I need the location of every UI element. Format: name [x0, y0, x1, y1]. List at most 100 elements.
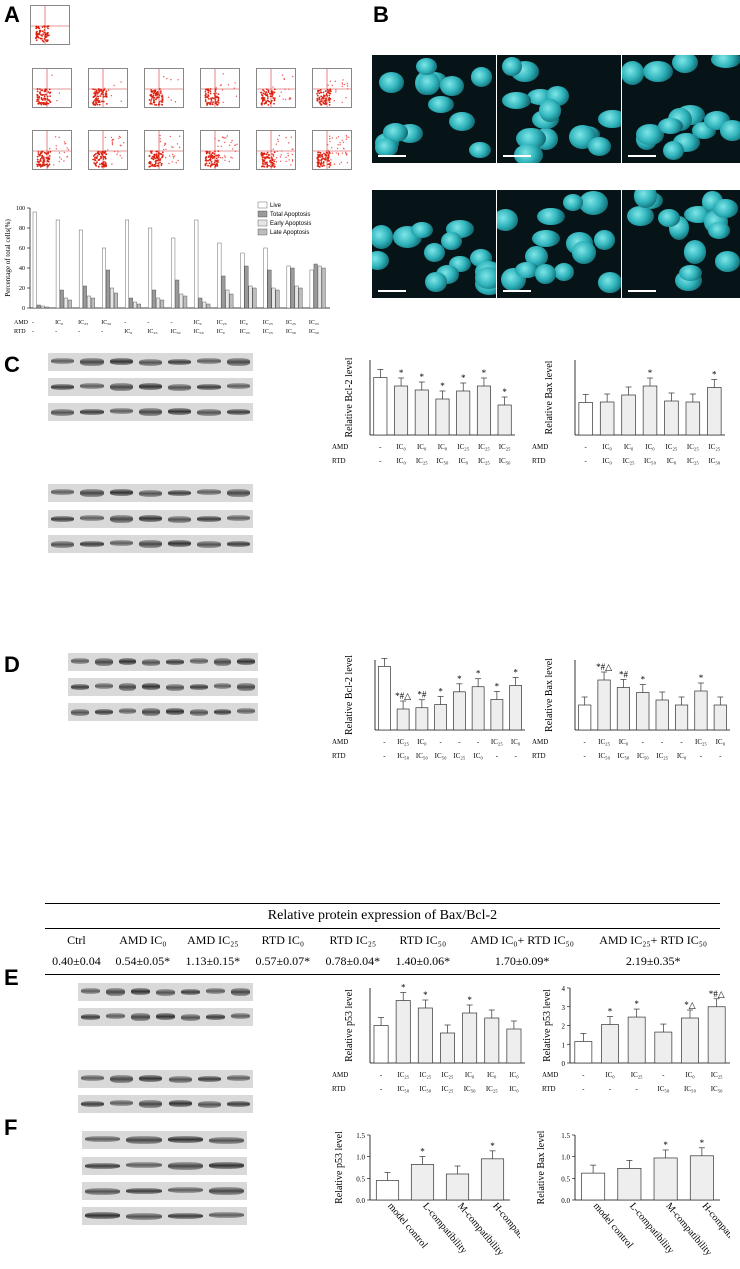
rtd-cell: IC₀ — [473, 752, 483, 760]
blot-band — [138, 490, 163, 497]
table-header-cell: RTD IC₀ — [261, 933, 305, 947]
amd-cell: - — [124, 320, 127, 326]
amd-cell: IC₀ — [396, 443, 406, 451]
amd-row-label: AMD — [332, 443, 348, 451]
amd-cell: IC₂₅ — [216, 320, 227, 326]
blot-band — [237, 683, 255, 691]
blot-band — [168, 408, 192, 415]
blot-band — [189, 684, 208, 690]
bar — [414, 389, 429, 436]
significance-mark: * — [502, 387, 507, 397]
blot-band — [131, 1013, 150, 1021]
bar — [373, 1025, 389, 1064]
bar — [114, 292, 118, 309]
blot-band — [80, 541, 104, 547]
rtd-cell: IC₅₀ — [644, 457, 656, 465]
rtd-cell: IC₅₀ — [419, 1085, 431, 1093]
nucleus — [679, 264, 703, 281]
nucleus — [417, 71, 441, 95]
bar — [263, 247, 268, 309]
nucleus — [594, 230, 616, 251]
amd-cell: - — [380, 1071, 383, 1079]
blot-band — [81, 1075, 105, 1081]
blot-band — [206, 988, 225, 994]
blot-band — [197, 1076, 221, 1082]
bar — [509, 685, 522, 731]
bar — [148, 227, 153, 309]
bar — [55, 219, 60, 309]
nucleus — [622, 61, 645, 85]
significance-mark: * — [438, 687, 443, 697]
blot-band — [168, 516, 192, 523]
bar — [86, 295, 91, 309]
bar — [601, 1024, 619, 1064]
rtd-cell: - — [635, 1085, 638, 1093]
nucleus — [671, 55, 698, 73]
y-axis-label: Relative Bax level — [536, 1130, 547, 1204]
rtd-row-label: RTD — [332, 457, 346, 465]
rtd-cell: IC₅₀ — [464, 1085, 476, 1093]
table-title: Relative protein expression of Bax/Bcl-2 — [267, 908, 498, 923]
nucleus — [372, 251, 390, 271]
blot-strip — [68, 678, 258, 696]
bar — [435, 398, 450, 436]
bar — [410, 1164, 435, 1201]
amd-cell: IC₂₅ — [695, 738, 707, 746]
y-tick: 1.0 — [356, 1154, 365, 1162]
rtd-cell: IC₅₀ — [437, 457, 449, 465]
rtd-cell: IC₅₀ — [416, 752, 428, 760]
blot-band — [110, 1100, 134, 1106]
bar — [202, 301, 207, 309]
amd-cell: IC₂₅ — [457, 443, 469, 451]
bar — [445, 1173, 470, 1201]
nucleus — [715, 251, 740, 272]
rtd-cell: - — [55, 329, 58, 335]
table-value-cell: 1.40±0.06* — [395, 954, 451, 968]
blot-band — [71, 709, 89, 716]
amd-cell: - — [458, 738, 461, 746]
bar — [497, 404, 512, 436]
flow-plot — [312, 68, 352, 108]
rtd-cell: - — [584, 752, 587, 760]
flow-scatter — [33, 131, 71, 169]
amd-cell: IC₀ — [487, 1071, 497, 1079]
blot-band — [197, 1101, 221, 1108]
table-value-cell: 0.40±0.04 — [52, 954, 101, 968]
micrograph — [622, 190, 740, 298]
legend-swatch — [257, 228, 268, 236]
p53-chart-e2: * * *△ *#△ 0 1 2 3 4 Relative p53 level AMD RTD - IC₀… — [542, 985, 730, 1093]
bar — [456, 390, 471, 436]
bar — [506, 1028, 522, 1064]
rtd-cell: IC₅₀ — [285, 329, 297, 335]
blot-strip — [82, 1131, 247, 1149]
significance-mark: *#△ — [596, 662, 612, 672]
blot-band — [94, 683, 113, 689]
bar — [621, 394, 636, 436]
flow-scatter — [257, 131, 295, 169]
rtd-row-label: RTD — [532, 752, 546, 760]
rtd-cell: - — [719, 752, 722, 760]
rtd-cell: IC₂₅ — [453, 752, 465, 760]
rtd-cell: IC₀ — [396, 457, 406, 465]
amd-cell: IC₂₅ — [397, 1071, 409, 1079]
blot-band — [80, 358, 104, 366]
amd-cell: - — [662, 1071, 665, 1079]
blot-band — [197, 358, 221, 364]
significance-mark: * — [648, 368, 653, 378]
amd-cell: - — [585, 443, 588, 451]
bar — [395, 1000, 411, 1064]
bar — [271, 287, 276, 309]
bar — [198, 297, 203, 309]
bar — [106, 269, 110, 309]
amd-cell: IC₂₅ — [262, 320, 273, 326]
bar — [578, 402, 593, 436]
amd-cell: IC₀ — [602, 443, 612, 451]
flow-plot — [32, 68, 72, 108]
blot-band — [51, 516, 75, 522]
flow-scatter — [313, 69, 351, 107]
rtd-cell: - — [582, 1085, 585, 1093]
rtd-cell: IC₅₀ — [499, 457, 511, 465]
micrograph — [372, 190, 496, 298]
rtd-cell: - — [496, 752, 499, 760]
blot-band — [213, 709, 232, 715]
